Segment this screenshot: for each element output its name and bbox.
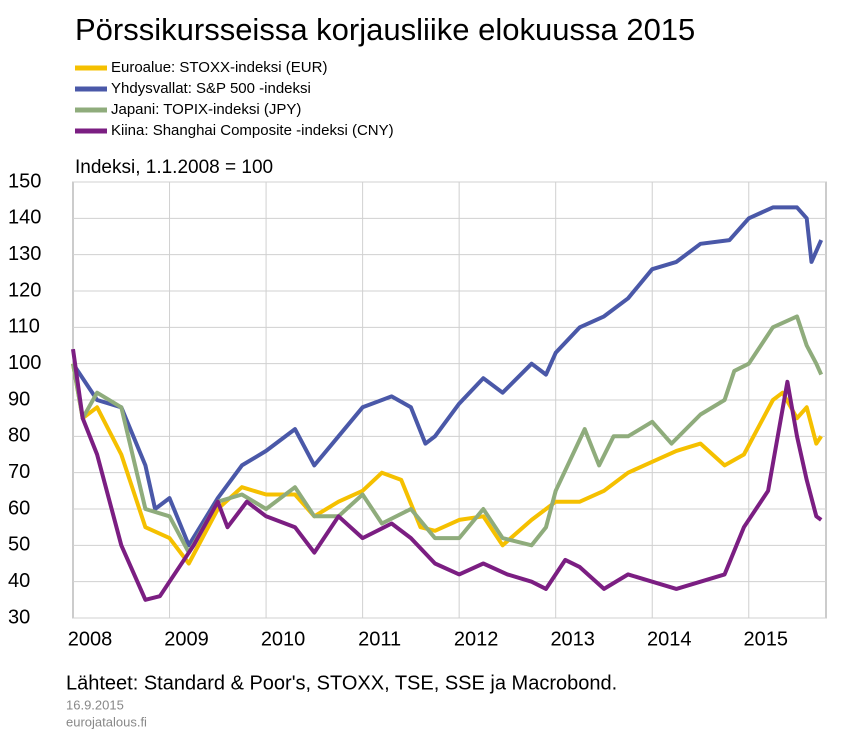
x-tick-label: 2008 [68,628,113,650]
x-tick-label: 2013 [550,628,595,650]
y-tick-label: 120 [8,279,41,301]
y-tick-label: 140 [8,207,41,229]
legend-label: Kiina: Shanghai Composite -indeksi (CNY) [111,122,394,139]
x-tick-label: 2011 [358,628,401,650]
x-tick-label: 2009 [164,628,209,650]
y-tick-label: 30 [8,606,30,628]
y-tick-label: 80 [8,425,30,447]
y-tick-label: 110 [8,316,40,338]
y-tick-label: 130 [8,243,41,265]
chart-title: Pörssikursseissa korjausliike elokuussa … [75,12,695,47]
x-tick-label: 2010 [261,628,306,650]
site: eurojatalous.fi [66,714,147,729]
data-line [71,363,823,566]
y-tick-label: 60 [8,497,30,519]
x-tick-label: 2012 [454,628,499,650]
y-tick-label: 90 [8,388,30,410]
legend-label: Euroalue: STOXX-indeksi (EUR) [111,59,327,76]
y-tick-label: 70 [8,461,30,483]
y-tick-label: 40 [8,570,30,592]
data-line [71,205,824,548]
data-line [71,348,823,602]
x-tick-label: 2014 [647,628,692,650]
y-axis-label: Indeksi, 1.1.2008 = 100 [75,157,273,178]
source: Lähteet: Standard & Poor's, STOXX, TSE, … [66,672,617,694]
y-tick-label: 100 [8,352,41,374]
x-tick-label: 2015 [744,628,789,650]
y-tick-label: 50 [8,534,30,556]
data-line [71,314,824,555]
legend-label: Japani: TOPIX-indeksi (JPY) [111,101,301,118]
y-tick-label: 150 [8,170,41,192]
legend-label: Yhdysvallat: S&P 500 -indeksi [111,80,311,97]
date: 16.9.2015 [66,697,124,712]
